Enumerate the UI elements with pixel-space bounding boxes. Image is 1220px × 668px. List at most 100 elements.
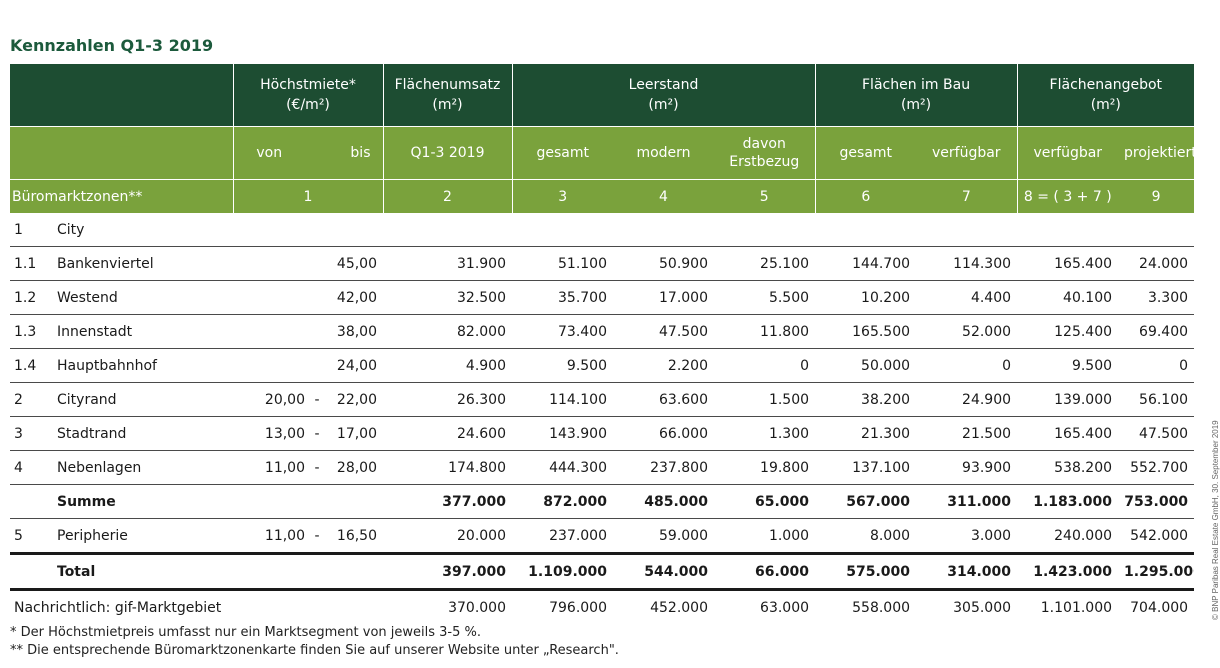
header-hoechstmiete-unit: (€/m²) xyxy=(286,97,330,113)
cell-angebot-projektiert: 0 xyxy=(1118,348,1195,383)
cell-bau-verfuegbar xyxy=(916,213,1018,247)
table-row: 4 Nebenlagen 11,00 - 28,00 174.800 444.3… xyxy=(10,450,1195,485)
rent-to: 16,50 xyxy=(329,518,383,555)
memo-leer-modern: 452.000 xyxy=(650,599,708,616)
header-row-index: Büromarktzonen** 1 2 3 4 5 6 7 8 = ( 3 +… xyxy=(10,179,1195,213)
cell-leer-modern: 59.000 xyxy=(613,518,714,555)
sum-leer-gesamt: 872.000 xyxy=(512,484,613,519)
cell-leer-erstbezug: 19.800 xyxy=(714,450,816,485)
cell-leer-gesamt: 51.100 xyxy=(512,246,613,281)
memo-angebot-projektiert: 704.000 xyxy=(1130,599,1189,616)
rent-dash: - xyxy=(305,450,329,485)
zone-name: City xyxy=(55,213,233,247)
total-label: Total xyxy=(55,553,233,591)
table-row: 1.3 Innenstadt 38,00 82.000 73.400 47.50… xyxy=(10,314,1195,349)
rent-to: 28,00 xyxy=(329,450,383,485)
cell-leer-erstbezug: 1.000 xyxy=(714,518,816,555)
zone-number: 1.4 xyxy=(10,348,55,383)
rent-from xyxy=(233,246,305,281)
header-bau-gesamt: gesamt xyxy=(814,126,917,180)
header-leerstand: Leerstand (m²) xyxy=(511,64,816,127)
sum-leer-modern: 485.000 xyxy=(613,484,714,519)
header-flaechenumsatz: Flächenumsatz (m²) xyxy=(382,64,512,127)
rent-from xyxy=(233,280,305,315)
rent-dash xyxy=(305,314,329,349)
zone-name: Stadtrand xyxy=(55,416,233,451)
sum-number xyxy=(10,484,55,519)
copyright-note: © BNP Paribas Real Estate GmbH, 30. Sept… xyxy=(1211,420,1220,620)
zone-number: 1.2 xyxy=(10,280,55,315)
zone-name: Westend xyxy=(55,280,233,315)
header-index-5: 5 xyxy=(714,179,816,213)
cell-bau-gesamt: 38.200 xyxy=(815,382,917,417)
memo-bau-gesamt: 558.000 xyxy=(852,599,911,616)
rent-to: 22,00 xyxy=(329,382,383,417)
cell-leer-modern: 17.000 xyxy=(613,280,714,315)
header-bau-verfuegbar: verfügbar xyxy=(916,126,1018,180)
cell-angebot-verfuegbar: 139.000 xyxy=(1017,382,1119,417)
cell-leer-erstbezug: 25.100 xyxy=(714,246,816,281)
sum-label: Summe xyxy=(55,484,233,519)
rent-to xyxy=(329,213,383,247)
cell-angebot-projektiert: 3.300 xyxy=(1118,280,1195,315)
header-flaechenumsatz-label: Flächenumsatz xyxy=(394,77,501,93)
header-index-9: 9 xyxy=(1118,179,1195,213)
page-title: Kennzahlen Q1-3 2019 xyxy=(10,36,214,55)
cell-bau-verfuegbar: 114.300 xyxy=(916,246,1018,281)
cell-leer-erstbezug: 0 xyxy=(714,348,816,383)
header-index-4: 4 xyxy=(613,179,714,213)
cell-leer-gesamt: 444.300 xyxy=(512,450,613,485)
zone-number: 1.3 xyxy=(10,314,55,349)
zone-number: 3 xyxy=(10,416,55,451)
table-row: 1.4 Hauptbahnhof 24,00 4.900 9.500 2.200… xyxy=(10,348,1195,383)
zone-name: Bankenviertel xyxy=(55,246,233,281)
rent-dash: - xyxy=(305,518,329,555)
cell-umsatz: 31.900 xyxy=(383,246,512,281)
cell-leer-erstbezug: 1.300 xyxy=(714,416,816,451)
sum-bau-gesamt: 567.000 xyxy=(815,484,917,519)
cell-umsatz: 4.900 xyxy=(383,348,512,383)
header-index-6: 6 xyxy=(814,179,917,213)
memo-label: Nachrichtlich: gif-Marktgebiet xyxy=(14,599,222,616)
header-flaechen-im-bau: Flächen im Bau (m²) xyxy=(814,64,1018,127)
memo-row: Nachrichtlich: gif-Marktgebiet 370.000 7… xyxy=(10,590,1194,625)
zone-name: Innenstadt xyxy=(55,314,233,349)
cell-bau-gesamt: 10.200 xyxy=(815,280,917,315)
cell-leer-gesamt: 237.000 xyxy=(512,518,613,555)
header-index-1: 1 xyxy=(232,179,383,213)
table-row: 5 Peripherie 11,00 - 16,50 20.000 237.00… xyxy=(10,518,1195,555)
header-flaechenumsatz-unit: (m²) xyxy=(432,97,463,113)
header-zone-label: Büromarktzonen** xyxy=(10,179,233,213)
total-bau-gesamt: 575.000 xyxy=(815,553,917,591)
rent-from: 13,00 xyxy=(233,416,305,451)
cell-umsatz xyxy=(383,213,512,247)
cell-angebot-verfuegbar: 125.400 xyxy=(1017,314,1119,349)
cell-bau-verfuegbar: 24.900 xyxy=(916,382,1018,417)
cell-angebot-verfuegbar: 165.400 xyxy=(1017,416,1119,451)
header-flaechen-im-bau-label: Flächen im Bau xyxy=(862,77,971,93)
zone-name: Nebenlagen xyxy=(55,450,233,485)
cell-angebot-projektiert: 552.700 xyxy=(1118,450,1195,485)
total-bau-verfuegbar: 314.000 xyxy=(916,553,1018,591)
cell-umsatz: 32.500 xyxy=(383,280,512,315)
cell-leer-modern: 50.900 xyxy=(613,246,714,281)
zone-number: 5 xyxy=(10,518,55,555)
cell-leer-modern: 63.600 xyxy=(613,382,714,417)
cell-angebot-verfuegbar: 9.500 xyxy=(1017,348,1119,383)
sum-rent xyxy=(233,484,383,519)
total-angebot-projektiert: 1.295.000 xyxy=(1118,553,1195,591)
table-row: 1.1 Bankenviertel 45,00 31.900 51.100 50… xyxy=(10,246,1195,281)
cell-leer-modern: 47.500 xyxy=(613,314,714,349)
cell-bau-gesamt: 8.000 xyxy=(815,518,917,555)
cell-bau-verfuegbar: 52.000 xyxy=(916,314,1018,349)
header-flaechen-im-bau-unit: (m²) xyxy=(900,97,932,113)
cell-leer-gesamt: 73.400 xyxy=(512,314,613,349)
rent-from xyxy=(233,314,305,349)
cell-leer-erstbezug xyxy=(714,213,816,247)
rent-from: 20,00 xyxy=(233,382,305,417)
cell-umsatz: 20.000 xyxy=(383,518,512,555)
cell-bau-gesamt: 144.700 xyxy=(815,246,917,281)
memo-angebot-verfuegbar: 1.101.000 xyxy=(1040,599,1113,616)
cell-umsatz: 174.800 xyxy=(383,450,512,485)
sum-angebot-projektiert: 753.000 xyxy=(1118,484,1195,519)
